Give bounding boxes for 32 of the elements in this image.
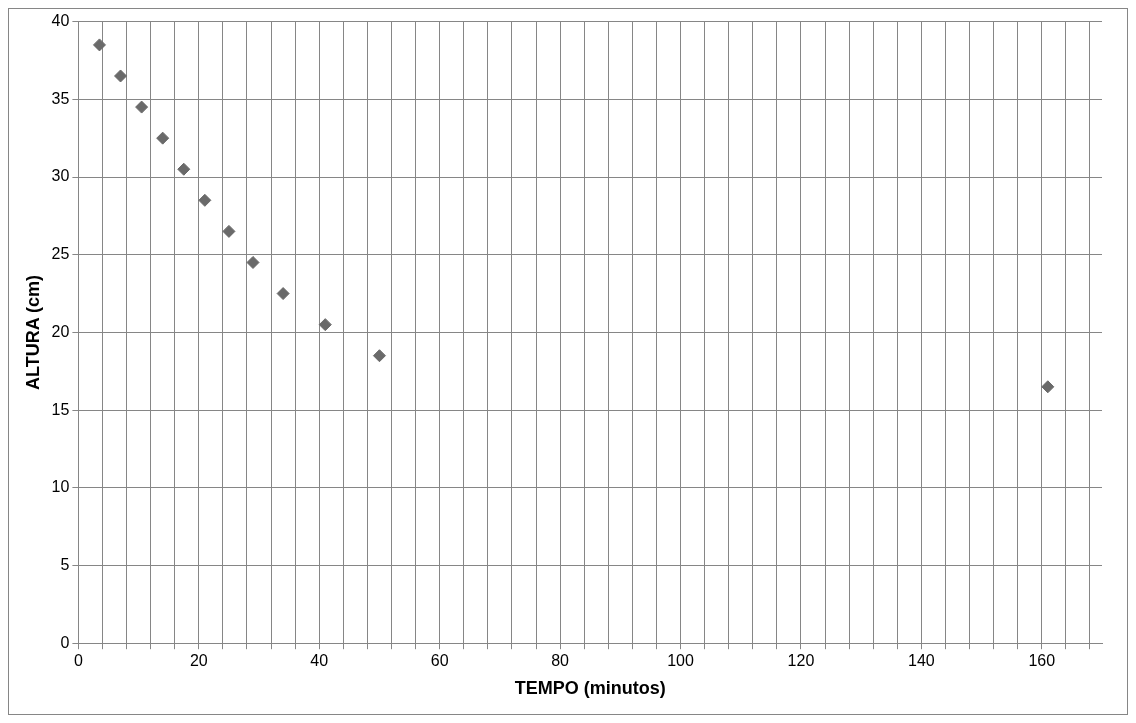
point: [1041, 380, 1055, 394]
point: [92, 38, 106, 52]
point: [318, 318, 332, 332]
x-axis-title: TEMPO (minutos): [514, 678, 666, 699]
point: [372, 349, 386, 363]
point: [177, 162, 191, 176]
x-tick-label: 160: [1028, 652, 1056, 670]
y-tick-label: 20: [51, 322, 70, 340]
point: [222, 224, 236, 238]
x-tick-label: 40: [310, 652, 329, 670]
point: [156, 131, 170, 145]
y-tick-label: 30: [51, 167, 70, 185]
x-tick-label: 120: [787, 652, 815, 670]
point: [276, 287, 290, 301]
y-tick-label: 15: [51, 400, 70, 418]
y-tick-label: 10: [51, 478, 70, 496]
x-tick-label: 80: [551, 652, 570, 670]
x-tick-label: 0: [73, 652, 83, 670]
x-tick-label: 100: [667, 652, 694, 670]
y-tick-label: 0: [60, 633, 70, 651]
y-tick-label: 5: [60, 555, 70, 573]
point: [246, 255, 260, 269]
point: [198, 193, 212, 207]
y-axis-title: ALTURA (cm): [22, 274, 43, 390]
point: [135, 100, 149, 114]
point: [114, 69, 128, 83]
x-tick-label: 20: [189, 652, 208, 670]
y-tick-label: 40: [51, 12, 70, 30]
y-tick-label: 25: [51, 245, 70, 263]
x-tick-label: 140: [908, 652, 935, 670]
x-tick-label: 60: [430, 652, 449, 670]
y-tick-label: 35: [51, 89, 70, 107]
